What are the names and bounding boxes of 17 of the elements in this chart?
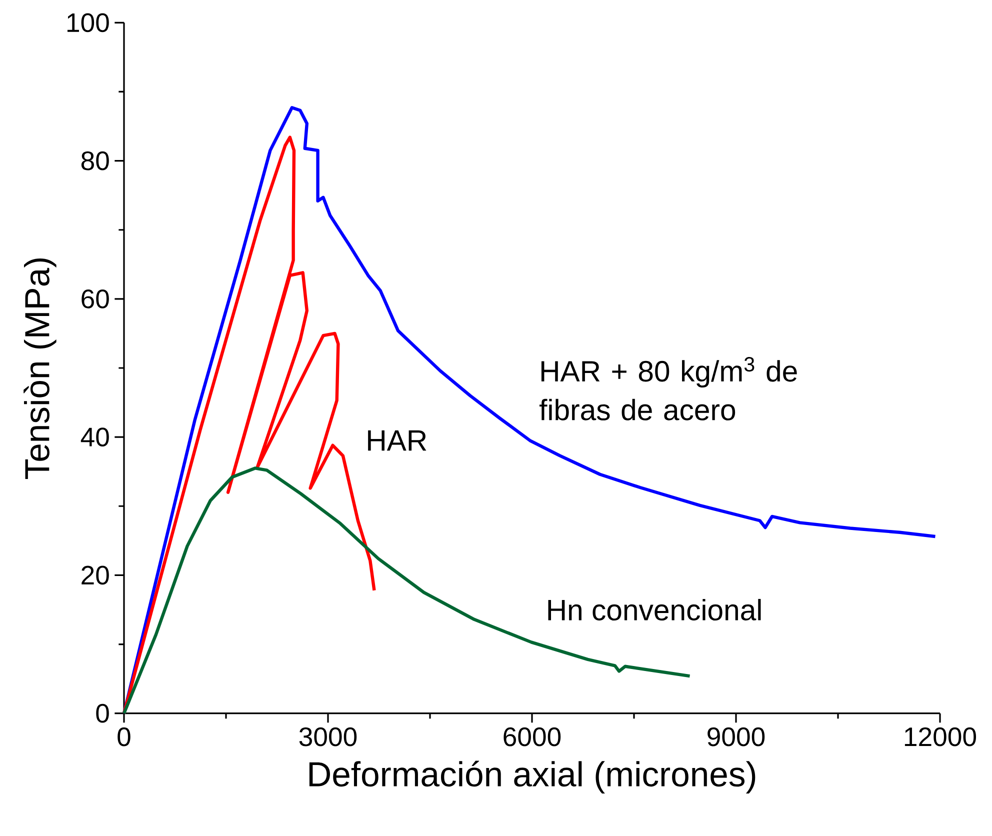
text: HAR + 80 kg/m$^{3}$ de fibras de acero <box>539 357 797 420</box>
series-label: Hn convencional <box>548 598 761 621</box>
y-tick-label: 20 <box>82 566 109 585</box>
y-tick-label: 60 <box>82 290 109 308</box>
y-tick-label: 80 <box>81 151 109 170</box>
y-tick-label: 100 <box>67 13 109 32</box>
y-axis-title: Tensiòn (MPa) <box>24 258 56 479</box>
x-tick-label: 12000 <box>904 727 976 746</box>
line-series <box>122 106 937 715</box>
series-label: HAR <box>368 430 426 451</box>
x-tick-label: 6000 <box>504 727 561 746</box>
x-axis-title: Deformación axial (micrones) <box>309 760 756 794</box>
x-tick-label: 0 <box>118 727 130 746</box>
y-tick-label: 40 <box>80 428 109 446</box>
x-tick-label: 3000 <box>299 727 357 746</box>
y-tick-label: 0 <box>96 704 109 723</box>
x-tick-label: 9000 <box>708 727 765 746</box>
